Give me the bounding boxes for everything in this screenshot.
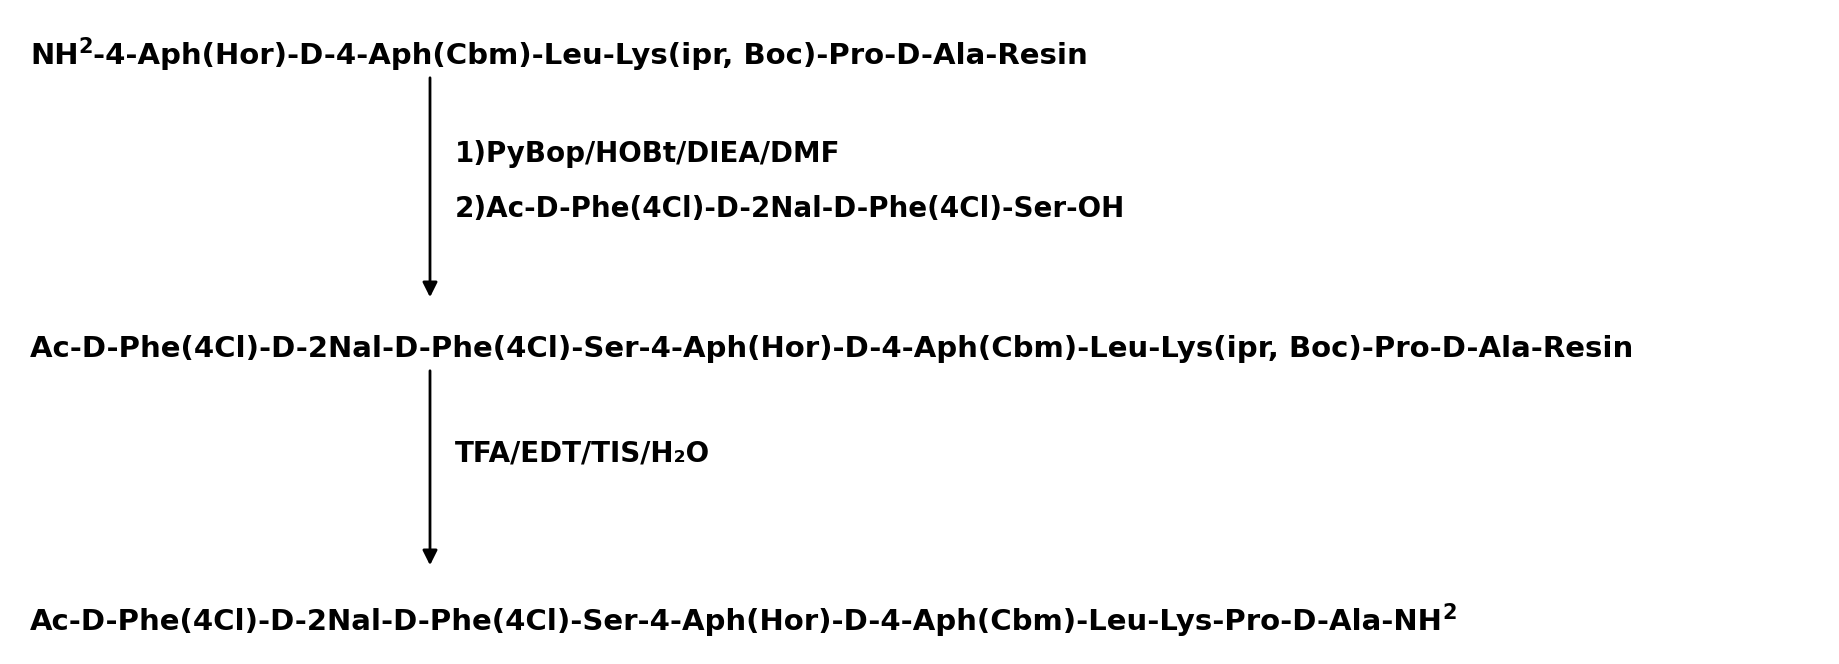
Text: 1)PyBop/HOBt/DIEA/DMF: 1)PyBop/HOBt/DIEA/DMF (454, 140, 840, 168)
Text: -4-Aph(Hor)-D-4-Aph(Cbm)-Leu-Lys(ipr, Boc)-Pro-D-Ala-Resin: -4-Aph(Hor)-D-4-Aph(Cbm)-Leu-Lys(ipr, Bo… (94, 42, 1087, 70)
Text: 2)Ac-D-Phe(4Cl)-D-2Nal-D-Phe(4Cl)-Ser-OH: 2)Ac-D-Phe(4Cl)-D-2Nal-D-Phe(4Cl)-Ser-OH (454, 195, 1125, 223)
Text: 2: 2 (79, 37, 94, 57)
Text: Ac-D-Phe(4Cl)-D-2Nal-D-Phe(4Cl)-Ser-4-Aph(Hor)-D-4-Aph(Cbm)-Leu-Lys(ipr, Boc)-Pr: Ac-D-Phe(4Cl)-D-2Nal-D-Phe(4Cl)-Ser-4-Ap… (29, 335, 1633, 363)
Text: 2: 2 (1444, 603, 1456, 623)
Text: NH: NH (29, 42, 79, 70)
Text: TFA/EDT/TIS/H₂O: TFA/EDT/TIS/H₂O (454, 440, 710, 468)
Text: Ac-D-Phe(4Cl)-D-2Nal-D-Phe(4Cl)-Ser-4-Aph(Hor)-D-4-Aph(Cbm)-Leu-Lys-Pro-D-Ala-NH: Ac-D-Phe(4Cl)-D-2Nal-D-Phe(4Cl)-Ser-4-Ap… (29, 608, 1444, 636)
